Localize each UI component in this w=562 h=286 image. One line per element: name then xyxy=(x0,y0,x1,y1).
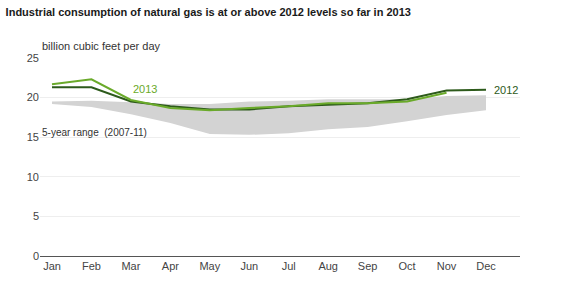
svg-text:Feb: Feb xyxy=(82,260,101,272)
svg-text:Jul: Jul xyxy=(282,260,296,272)
svg-text:Nov: Nov xyxy=(437,260,457,272)
svg-text:May: May xyxy=(199,260,220,272)
svg-text:Aug: Aug xyxy=(318,260,338,272)
svg-text:Sep: Sep xyxy=(358,260,378,272)
svg-text:Apr: Apr xyxy=(162,260,179,272)
svg-text:20: 20 xyxy=(27,91,39,103)
svg-text:2013: 2013 xyxy=(133,83,157,95)
svg-text:Mar: Mar xyxy=(121,260,140,272)
svg-text:10: 10 xyxy=(27,171,39,183)
svg-text:Jan: Jan xyxy=(43,260,61,272)
svg-text:5: 5 xyxy=(33,210,39,222)
svg-text:25: 25 xyxy=(27,52,39,64)
svg-text:5-year range (2007-11): 5-year range (2007-11) xyxy=(42,127,147,138)
svg-text:2012: 2012 xyxy=(494,84,518,96)
svg-text:Industrial consumption of natu: Industrial consumption of natural gas is… xyxy=(6,6,411,18)
svg-text:15: 15 xyxy=(27,131,39,143)
svg-text:Jun: Jun xyxy=(240,260,258,272)
svg-text:0: 0 xyxy=(33,250,39,262)
svg-text:billion cubic feet per day: billion cubic feet per day xyxy=(42,40,161,52)
svg-text:Dec: Dec xyxy=(476,260,496,272)
svg-text:Oct: Oct xyxy=(399,260,416,272)
